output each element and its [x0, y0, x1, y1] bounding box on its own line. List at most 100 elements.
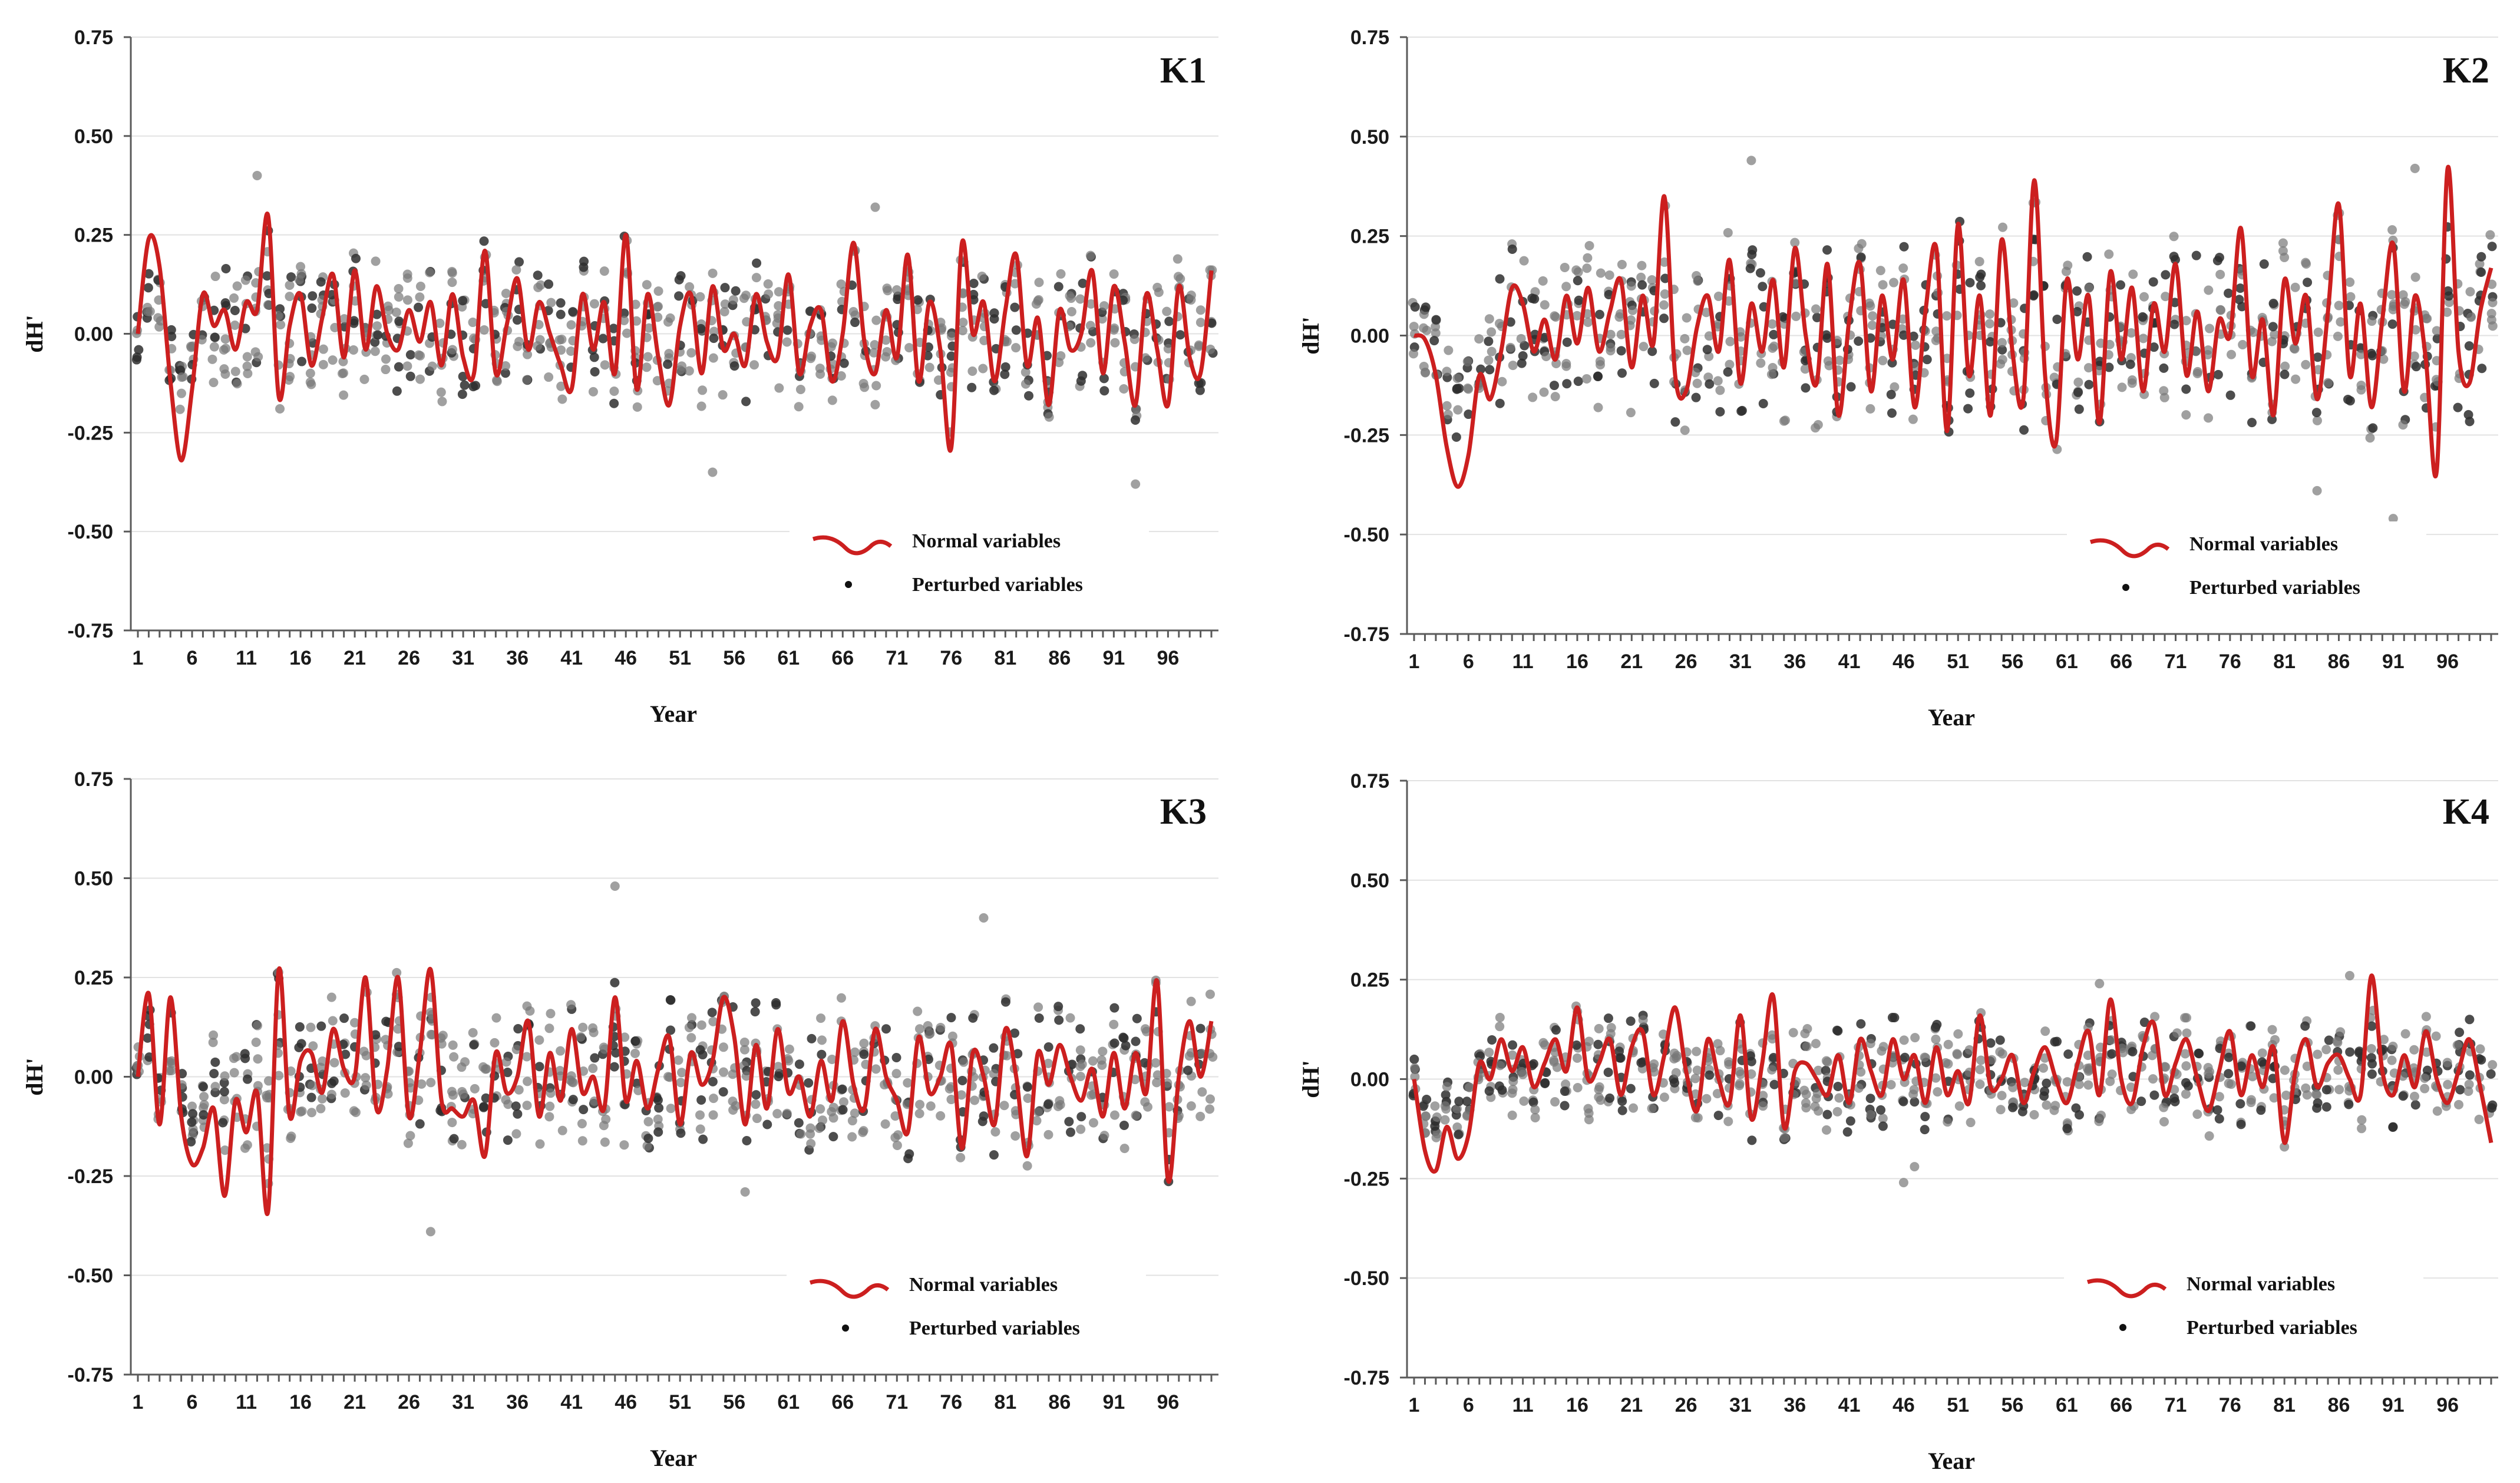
perturbed-point [1552, 1062, 1562, 1072]
perturbed-point [328, 1016, 338, 1026]
perturbed-point [402, 361, 412, 371]
perturbed-point [2073, 387, 2083, 397]
perturbed-point [2410, 163, 2420, 173]
perturbed-point [1824, 361, 1834, 371]
perturbed-point [2234, 295, 2244, 305]
perturbed-point [479, 1102, 489, 1112]
perturbed-point [1910, 1033, 1920, 1043]
perturbed-point [1985, 309, 1995, 319]
perturbed-point [381, 365, 391, 375]
perturbed-point [2280, 1142, 2290, 1152]
perturbed-point [1866, 1109, 1876, 1119]
perturbed-point [2367, 316, 2377, 326]
perturbed-point [1692, 1046, 1702, 1056]
x-tick-label: 1 [1409, 650, 1420, 673]
perturbed-point [936, 1022, 946, 1032]
perturbed-point [2082, 252, 2092, 262]
perturbed-point [1440, 1115, 1450, 1125]
perturbed-point [1779, 1133, 1789, 1143]
perturbed-point [2104, 362, 2114, 372]
perturbed-point [2072, 306, 2082, 316]
x-tick-label: 31 [452, 647, 474, 669]
perturbed-point [2432, 1106, 2442, 1116]
perturbed-point [1186, 290, 1196, 300]
perturbed-point [752, 1114, 762, 1124]
perturbed-point [1725, 359, 1735, 369]
perturbed-point [1452, 374, 1462, 384]
perturbed-point [1013, 1049, 1023, 1059]
perturbed-point [1985, 337, 1995, 347]
perturbed-point [554, 335, 564, 345]
perturbed-point [1011, 325, 1021, 335]
perturbed-point [447, 278, 457, 288]
perturbed-point [305, 368, 315, 378]
perturbed-point [609, 1062, 619, 1072]
perturbed-point [372, 309, 382, 319]
perturbed-point [2321, 1102, 2331, 1112]
perturbed-point [1164, 316, 1174, 326]
y-tick-label: -0.25 [68, 1165, 114, 1188]
perturbed-point [2029, 291, 2039, 301]
perturbed-point [1931, 1073, 1941, 1083]
x-tick-label: 81 [2273, 1394, 2296, 1416]
perturbed-point [2411, 362, 2421, 372]
perturbed-point [1099, 386, 1109, 396]
x-axis-label: Year [650, 1445, 697, 1471]
perturbed-point [1549, 381, 1559, 391]
perturbed-point [394, 284, 404, 294]
perturbed-point [1596, 360, 1606, 370]
x-tick-label: 61 [777, 1391, 800, 1413]
perturbed-point [2180, 1049, 2190, 1059]
perturbed-point [1878, 280, 1888, 290]
panel-title: K3 [1160, 792, 1207, 832]
perturbed-point [2148, 1074, 2158, 1084]
perturbed-point [2290, 344, 2300, 354]
perturbed-point [2009, 298, 2019, 308]
perturbed-point [1638, 1015, 1648, 1025]
y-tick-label: 0.25 [74, 967, 113, 989]
x-tick-label: 76 [2219, 1394, 2241, 1416]
perturbed-point [210, 332, 220, 342]
perturbed-point [2072, 286, 2082, 296]
perturbed-point [285, 280, 295, 290]
perturbed-point [914, 1109, 924, 1119]
x-tick-label: 6 [1463, 1394, 1474, 1416]
perturbed-point [2235, 283, 2245, 293]
perturbed-point [698, 1050, 708, 1060]
legend-label-perturbed: Perturbed variables [2187, 1317, 2357, 1339]
perturbed-point [958, 318, 968, 328]
perturbed-point [1682, 345, 1692, 355]
perturbed-point [1088, 1118, 1098, 1128]
perturbed-points [131, 170, 1218, 489]
perturbed-point [153, 313, 163, 323]
perturbed-point [2073, 377, 2083, 387]
perturbed-point [684, 366, 694, 376]
perturbed-point [373, 330, 383, 340]
perturbed-point [643, 1134, 653, 1144]
x-tick-label: 56 [723, 1391, 745, 1413]
perturbed-point [709, 333, 719, 343]
perturbed-point [514, 1085, 524, 1095]
x-tick-label: 56 [2002, 650, 2024, 673]
perturbed-point [449, 1134, 459, 1144]
perturbed-point [1617, 259, 1627, 269]
perturbed-point [1505, 317, 1515, 327]
perturbed-point [447, 1118, 457, 1128]
perturbed-point [1508, 1040, 1518, 1050]
perturbed-point [847, 1132, 857, 1142]
perturbed-point [619, 1140, 629, 1150]
perturbed-point [1421, 1111, 1431, 1121]
perturbed-point [956, 1152, 966, 1162]
perturbed-point [2477, 364, 2487, 374]
perturbed-point [1442, 401, 1452, 411]
y-tick-label: 0.00 [1350, 1069, 1389, 1091]
perturbed-point [2029, 1109, 2039, 1119]
perturbed-point [968, 1013, 978, 1023]
perturbed-point [1920, 1052, 1930, 1062]
y-tick-label: -0.75 [68, 620, 114, 642]
perturbed-point [1812, 1088, 1822, 1098]
perturbed-point [2464, 341, 2474, 351]
perturbed-point [2074, 404, 2084, 414]
perturbed-point [1560, 262, 1570, 272]
perturbed-point [458, 296, 468, 306]
